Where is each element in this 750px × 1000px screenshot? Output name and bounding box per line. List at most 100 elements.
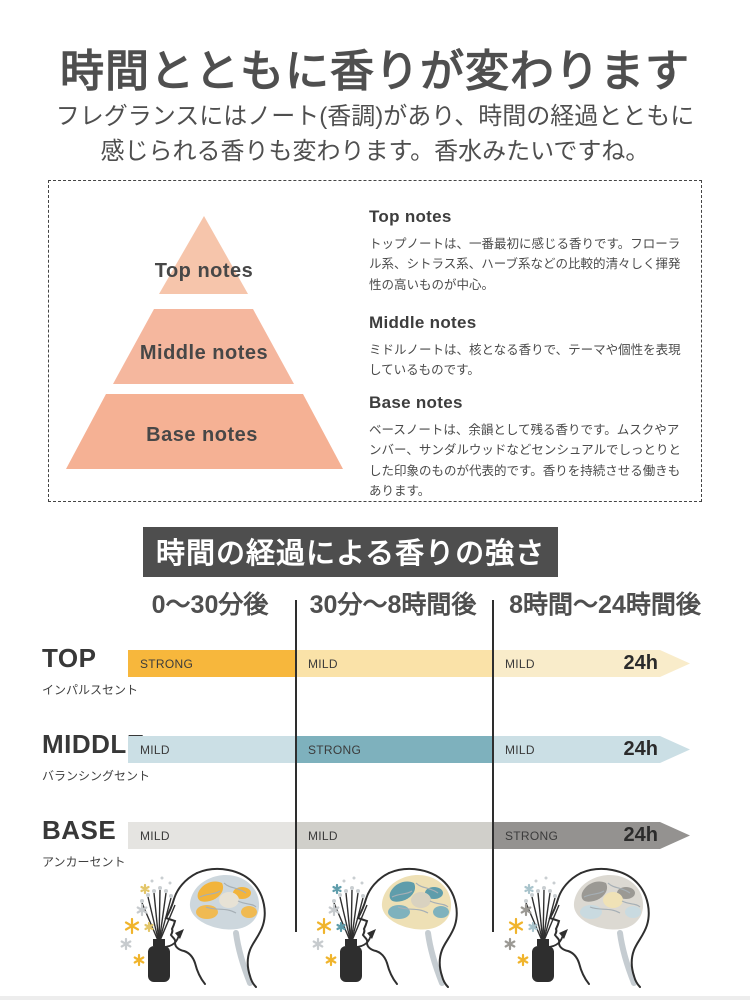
scent-star [144,921,154,933]
strength-bar-top: STRONG MILD MILD 24h [128,650,690,677]
scent-star [136,903,148,917]
chart-divider-line-1 [295,600,297,932]
bottom-divider [0,996,750,1000]
bar-segment: MILD [296,650,493,677]
subtitle-line-2: 感じられる香りも変わります。香水みたいですね。 [100,137,650,165]
arrow-tip-icon [660,822,690,849]
segment-label: MILD [308,828,338,843]
end-time-label: 24h [623,824,658,846]
note-body-middle: ミドルノートは、核となる香りで、テーマや個性を表現しているものです。 [369,343,681,378]
pyramid-label-base: Base notes [146,424,258,446]
brain-patch [197,881,224,902]
pyramid-tier-top [159,216,248,294]
row-label-top: TOP インパルスセント [42,643,152,698]
segment-label: MILD [140,828,170,843]
scent-star [325,953,337,967]
note-heading-top: Top notes [369,207,452,226]
row-subtitle-base: アンカーセント [42,855,126,869]
subtitle-line-1: フレグランスにはノート(香調)があり、時間の経過とともに [55,103,695,130]
segment-label: MILD [140,742,170,757]
strength-bar-base: MILD MILD STRONG 24h [128,822,690,849]
segment-label: STRONG [505,828,559,843]
end-time-label: 24h [623,738,658,760]
bar-segment: STRONG [296,736,493,763]
notes-pyramid-diagram: Top notes Middle notes Base notes [66,216,343,469]
section-banner: 時間の経過による香りの強さ [143,527,559,577]
bar-segment: MILD [128,822,296,849]
head-back-outline [196,868,266,988]
note-body-top: トップノートは、一番最初に感じる香りです。フローラル系、シトラス系、ハーブ系など… [369,237,681,292]
brain-fold-lines [199,882,257,914]
note-heading-base: Base notes [369,393,463,412]
time-label-0-30min: 0〜30分後 [151,591,269,619]
segment-label: MILD [505,656,535,671]
note-block-middle: Middle notes ミドルノートは、核となる香りで、テーマや個性を表現して… [369,313,687,381]
end-time-label: 24h [623,652,658,674]
diffuser-bottle-neck [153,939,165,946]
brain-patch [241,906,257,918]
head-back-outline [580,868,650,988]
face-profile-outline [548,872,590,985]
scent-star [328,903,340,917]
scent-star [312,937,324,951]
scent-star [124,917,140,935]
brain-fold-lines [583,882,641,914]
row-subtitle-middle: バランシングセント [42,769,151,783]
row-name-top: TOP [42,643,97,673]
diffuser-bottle-neck [345,939,357,946]
note-heading-middle: Middle notes [369,313,477,332]
reed-tip-dots [332,876,365,903]
diffuser-head-illustration-stage3 [502,863,667,991]
note-body-base: ベースノートは、余韻として残る香りです。ムスクやアンバー、サンダルウッドなどセン… [369,423,682,498]
pyramid-tier-middle [113,309,294,384]
brain-patch [219,892,239,908]
scent-arrowhead [559,929,568,939]
scent-star [316,917,332,935]
scent-star [140,883,150,895]
face-profile-outline [164,872,206,985]
brain-patch [433,906,449,918]
scent-arrowhead [367,929,376,939]
segment-label: MILD [505,742,535,757]
diffuser-reeds [333,889,368,944]
time-label-8h-24h: 8時間〜24時間後 [509,591,701,619]
bar-segment: MILD 24h [493,736,660,763]
segment-label: STRONG [308,742,362,757]
diffuser-bottle [148,946,170,982]
bar-segment: STRONG [128,650,296,677]
fragrance-notes-box: Top notes Middle notes Base notes Top no… [48,180,702,502]
scent-star [336,921,346,933]
row-name-base: BASE [42,815,117,845]
head-back-outline [388,868,458,988]
neck-shading [233,930,253,986]
diffuser-head-illustration-stage2 [310,863,475,991]
scent-star [528,921,538,933]
scent-star [332,883,342,895]
pyramid-tier-base [66,394,343,469]
brain-patch [603,892,623,908]
diffuser-reeds [525,889,560,944]
chart-divider-line-2 [492,600,494,932]
scent-star [520,903,532,917]
brain-patch [411,892,431,908]
scent-star [120,937,132,951]
row-name-middle: MIDDLE [42,729,145,759]
scent-arrowhead [175,929,184,939]
scent-star [133,953,145,967]
row-label-middle: MIDDLE バランシングセント [42,729,152,784]
bar-segment: MILD 24h [493,650,660,677]
row-label-base: BASE アンカーセント [42,815,152,870]
note-block-top: Top notes トップノートは、一番最初に感じる香りです。フローラル系、シト… [369,207,687,295]
bar-segment: STRONG 24h [493,822,660,849]
scent-star [524,883,534,895]
segment-label: STRONG [140,656,194,671]
brain-fold-lines [391,882,449,914]
time-label-30min-8h: 30分〜8時間後 [309,591,477,619]
strength-bar-middle: MILD STRONG MILD 24h [128,736,690,763]
diffuser-bottle [532,946,554,982]
note-block-base: Base notes ベースノートは、余韻として残る香りです。ムスクやアンバー、… [369,393,687,501]
pyramid-label-top: Top notes [155,260,254,282]
arrow-tip-icon [660,650,690,677]
arrow-tip-icon [660,736,690,763]
reed-tip-dots [524,876,557,903]
